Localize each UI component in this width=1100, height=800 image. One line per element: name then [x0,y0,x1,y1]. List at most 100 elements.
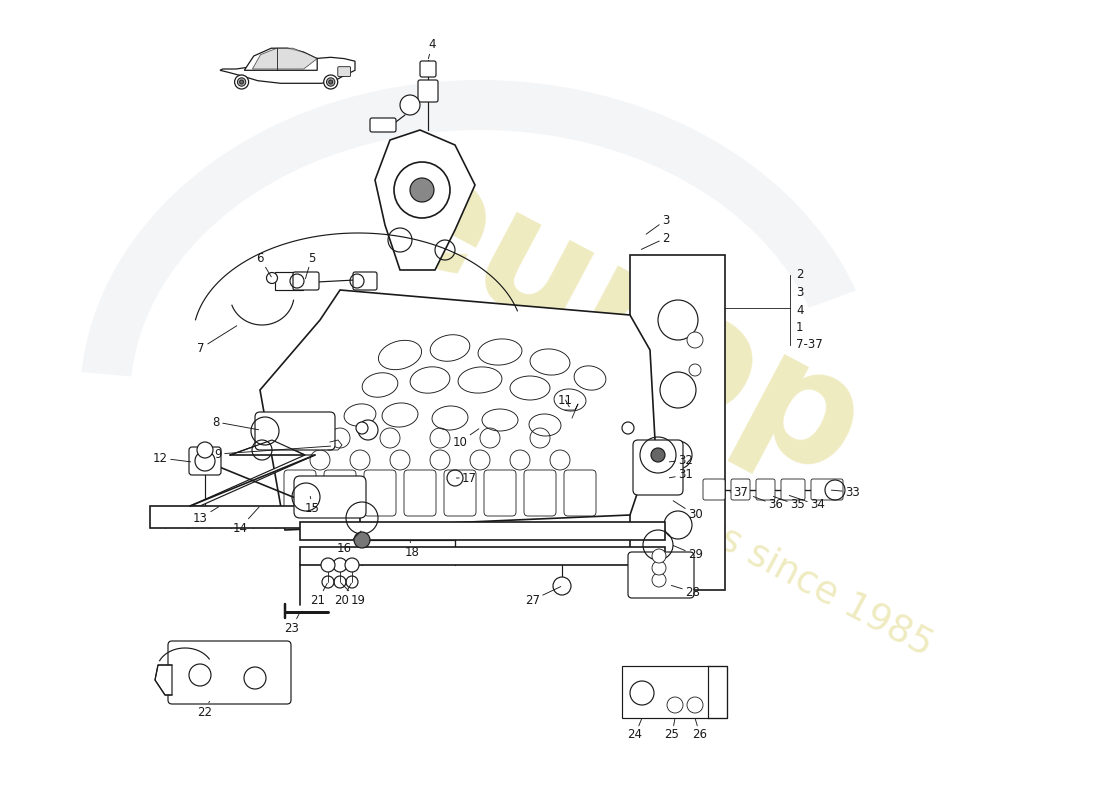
FancyBboxPatch shape [732,479,750,500]
Circle shape [688,697,703,713]
Text: 16: 16 [337,531,361,554]
Circle shape [667,697,683,713]
Text: europ: europ [352,128,888,512]
Circle shape [652,573,666,587]
Ellipse shape [554,389,586,411]
FancyBboxPatch shape [353,272,377,290]
FancyBboxPatch shape [703,479,725,500]
Text: 11: 11 [558,394,573,406]
Circle shape [356,422,369,434]
FancyBboxPatch shape [324,470,356,516]
Text: 30: 30 [673,501,703,522]
Circle shape [651,448,666,462]
Ellipse shape [482,409,518,431]
FancyBboxPatch shape [564,470,596,516]
Polygon shape [252,48,317,69]
Polygon shape [220,58,355,83]
Circle shape [688,332,703,348]
Circle shape [266,273,277,283]
Text: 7-37: 7-37 [796,338,823,351]
Circle shape [553,577,571,595]
Ellipse shape [430,334,470,362]
Text: 31: 31 [670,469,693,482]
Text: 1: 1 [796,321,803,334]
Circle shape [345,558,359,572]
Text: 2: 2 [796,269,803,282]
Text: 17: 17 [456,471,477,485]
FancyBboxPatch shape [293,272,319,290]
Text: 21: 21 [310,583,328,606]
Circle shape [358,420,378,440]
Text: 37: 37 [730,486,748,498]
Bar [621,666,727,718]
Text: 9: 9 [214,446,331,461]
Ellipse shape [458,367,502,393]
Circle shape [652,561,666,575]
FancyBboxPatch shape [444,470,476,516]
Circle shape [652,549,666,563]
Circle shape [333,558,346,572]
Text: 25: 25 [664,719,680,742]
FancyBboxPatch shape [255,412,336,450]
FancyBboxPatch shape [168,641,292,704]
FancyBboxPatch shape [189,447,221,475]
Bar [300,522,666,540]
Text: 14: 14 [232,507,260,534]
Polygon shape [260,290,654,530]
Ellipse shape [529,414,561,436]
Circle shape [329,80,332,84]
Circle shape [621,422,634,434]
Text: 32: 32 [670,454,693,466]
Polygon shape [190,455,315,506]
Text: 29: 29 [673,546,703,562]
Text: 18: 18 [405,542,419,558]
FancyBboxPatch shape [484,470,516,516]
Polygon shape [375,130,475,270]
FancyBboxPatch shape [338,66,351,77]
Text: 10: 10 [452,429,478,449]
FancyBboxPatch shape [781,479,805,500]
Text: 2: 2 [641,231,670,250]
Text: 6: 6 [256,251,272,277]
Ellipse shape [510,376,550,400]
FancyBboxPatch shape [364,470,396,516]
Ellipse shape [410,367,450,393]
Bar [300,547,666,565]
Text: 22: 22 [198,702,212,718]
Polygon shape [244,48,317,70]
Circle shape [410,178,435,202]
Text: 19: 19 [341,583,365,606]
Circle shape [234,75,249,89]
Ellipse shape [478,339,521,365]
Text: 28: 28 [671,586,700,598]
Text: 27: 27 [525,586,561,606]
Text: 26: 26 [693,719,707,742]
FancyBboxPatch shape [420,61,436,77]
Circle shape [197,442,213,458]
FancyBboxPatch shape [370,118,396,132]
Text: 34: 34 [790,495,825,511]
Polygon shape [155,665,172,695]
Text: 33: 33 [832,486,860,498]
Text: 13: 13 [194,506,219,525]
FancyBboxPatch shape [811,479,843,500]
Circle shape [354,532,370,548]
Text: 20: 20 [334,583,351,606]
FancyBboxPatch shape [632,440,683,495]
Text: 7: 7 [198,326,236,354]
Text: 3: 3 [646,214,670,234]
Circle shape [400,95,420,115]
Circle shape [240,80,243,84]
FancyBboxPatch shape [418,80,438,102]
Circle shape [327,78,334,86]
FancyBboxPatch shape [628,552,694,598]
Text: 5: 5 [306,251,316,278]
Polygon shape [230,440,305,455]
Text: 36: 36 [754,497,783,511]
Text: a passion for parts since 1985: a passion for parts since 1985 [421,366,938,664]
Ellipse shape [344,404,376,426]
FancyBboxPatch shape [524,470,556,516]
Text: 15: 15 [305,496,320,514]
Ellipse shape [530,349,570,375]
Bar [150,506,360,528]
